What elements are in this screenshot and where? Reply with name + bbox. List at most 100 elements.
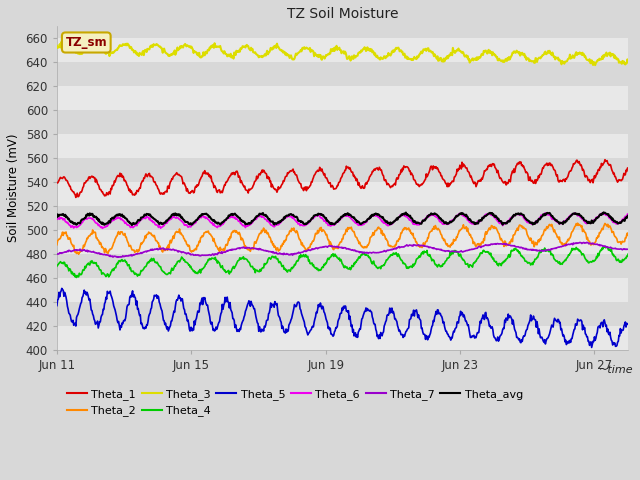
Theta_7 — [349, 248, 357, 253]
Bar — [57, 182, 628, 206]
Theta_5 — [119, 321, 127, 326]
Line: Theta_3: Theta_3 — [57, 41, 628, 65]
Theta_4 — [601, 244, 609, 250]
Theta_1 — [119, 173, 127, 179]
Theta_3 — [349, 56, 357, 62]
Theta_5 — [58, 286, 66, 291]
Theta_7 — [398, 244, 406, 250]
Theta_5 — [170, 311, 177, 317]
Theta_2 — [574, 220, 582, 226]
Theta_6 — [99, 226, 106, 231]
Bar — [57, 254, 628, 278]
Theta_1 — [170, 174, 177, 180]
Theta_7 — [113, 254, 121, 260]
Theta_5 — [131, 294, 138, 300]
Theta_avg — [170, 212, 177, 217]
Theta_3 — [170, 50, 177, 56]
Theta_4 — [119, 258, 127, 264]
Theta_4 — [349, 264, 357, 269]
Theta_6 — [170, 214, 177, 219]
Theta_5 — [490, 335, 498, 340]
Theta_2 — [75, 252, 83, 257]
Bar — [57, 14, 628, 38]
Bar — [57, 110, 628, 134]
Theta_7 — [170, 246, 177, 252]
Theta_5 — [398, 332, 406, 337]
Bar — [57, 230, 628, 254]
Theta_3 — [131, 48, 138, 54]
Bar — [57, 134, 628, 158]
Theta_avg — [349, 215, 357, 220]
Theta_4 — [490, 258, 498, 264]
Theta_1 — [131, 192, 138, 198]
Theta_1 — [624, 165, 632, 171]
Theta_6 — [398, 213, 406, 219]
Theta_1 — [349, 173, 357, 179]
Theta_2 — [170, 233, 177, 239]
Theta_2 — [53, 242, 61, 248]
Theta_7 — [53, 252, 61, 257]
Theta_avg — [398, 211, 406, 217]
Theta_6 — [131, 223, 138, 229]
Theta_7 — [119, 253, 127, 259]
Theta_5 — [53, 303, 61, 309]
Text: TZ_sm: TZ_sm — [65, 36, 107, 49]
Theta_4 — [624, 251, 632, 257]
Theta_6 — [571, 210, 579, 216]
Theta_avg — [118, 212, 126, 217]
Line: Theta_1: Theta_1 — [57, 160, 628, 197]
Theta_7 — [490, 241, 498, 247]
Theta_1 — [398, 169, 406, 175]
Theta_5 — [624, 322, 632, 327]
Bar — [57, 38, 628, 62]
Bar — [57, 86, 628, 110]
Theta_3 — [624, 59, 632, 64]
Bar — [57, 158, 628, 182]
Bar — [57, 326, 628, 350]
Line: Theta_4: Theta_4 — [57, 247, 628, 277]
Theta_avg — [128, 222, 136, 228]
Theta_6 — [119, 217, 127, 223]
Theta_3 — [53, 43, 61, 49]
Theta_avg — [600, 209, 607, 215]
Theta_5 — [349, 326, 357, 332]
Line: Theta_7: Theta_7 — [57, 242, 628, 257]
Theta_3 — [490, 51, 498, 57]
Theta_4 — [131, 271, 138, 277]
Theta_avg — [624, 213, 632, 218]
Line: Theta_avg: Theta_avg — [57, 212, 628, 225]
Theta_2 — [119, 231, 127, 237]
Theta_6 — [53, 216, 61, 222]
Theta_2 — [131, 250, 138, 255]
Theta_4 — [170, 267, 177, 273]
Theta_2 — [624, 232, 632, 238]
Theta_6 — [490, 215, 498, 220]
Line: Theta_2: Theta_2 — [57, 223, 628, 254]
Line: Theta_5: Theta_5 — [57, 288, 628, 348]
Theta_2 — [398, 230, 406, 236]
Bar — [57, 278, 628, 302]
Bar — [57, 62, 628, 86]
Theta_3 — [60, 38, 68, 44]
Title: TZ Soil Moisture: TZ Soil Moisture — [287, 7, 398, 21]
Y-axis label: Soil Moisture (mV): Soil Moisture (mV) — [7, 134, 20, 242]
Theta_7 — [624, 246, 632, 252]
Theta_7 — [131, 252, 138, 258]
Theta_avg — [53, 214, 61, 220]
Theta_5 — [588, 345, 595, 350]
Theta_4 — [398, 257, 406, 263]
Theta_3 — [119, 41, 127, 47]
Text: ~time: ~time — [599, 364, 634, 374]
Theta_1 — [601, 157, 609, 163]
Theta_6 — [624, 211, 632, 216]
Theta_1 — [490, 161, 498, 167]
Bar — [57, 302, 628, 326]
Theta_3 — [398, 49, 406, 55]
Legend: Theta_1, Theta_2, Theta_3, Theta_4, Theta_5, Theta_6, Theta_7, Theta_avg: Theta_1, Theta_2, Theta_3, Theta_4, Thet… — [63, 384, 527, 421]
Theta_4 — [53, 264, 61, 269]
Theta_7 — [583, 240, 591, 245]
Theta_2 — [490, 224, 498, 229]
Theta_avg — [131, 221, 138, 227]
Theta_1 — [53, 180, 61, 186]
Line: Theta_6: Theta_6 — [57, 213, 628, 228]
